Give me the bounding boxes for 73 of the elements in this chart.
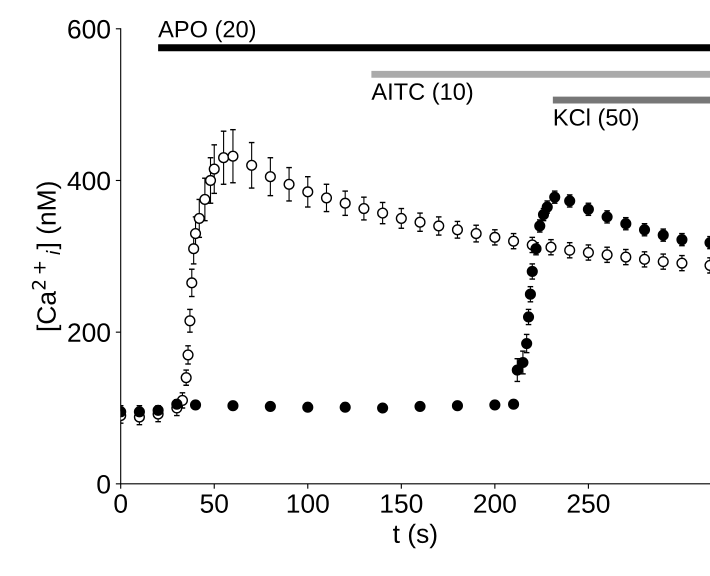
point <box>512 364 523 376</box>
point <box>564 195 576 207</box>
point <box>180 372 192 384</box>
point <box>522 311 534 323</box>
point <box>302 186 314 198</box>
point <box>264 400 276 412</box>
point <box>676 258 688 269</box>
point <box>184 315 196 326</box>
x-tick-label: 250 <box>568 494 610 513</box>
point <box>152 404 164 416</box>
x-axis-title: t (s) <box>393 524 436 548</box>
point <box>414 216 426 228</box>
point <box>508 236 520 247</box>
point <box>199 194 210 205</box>
point <box>340 402 351 413</box>
point <box>545 242 557 253</box>
point <box>227 400 239 412</box>
point <box>340 198 351 209</box>
point <box>602 211 613 222</box>
point <box>190 228 202 240</box>
point <box>186 277 198 288</box>
point <box>358 202 370 214</box>
point <box>638 224 650 236</box>
point <box>602 249 613 260</box>
point <box>452 400 463 412</box>
point <box>433 220 444 232</box>
point <box>204 174 216 186</box>
point <box>489 399 500 411</box>
point <box>284 178 295 190</box>
y-tick-label: 200 <box>68 323 110 342</box>
point <box>171 398 182 410</box>
x-tick-label: 50 <box>200 494 228 513</box>
y-tick-label: 600 <box>68 20 110 39</box>
point <box>246 160 258 171</box>
point <box>194 212 205 224</box>
point <box>134 406 145 418</box>
point <box>530 243 542 254</box>
point <box>620 252 632 263</box>
annotation: APO (20) <box>158 20 256 42</box>
annotation: KCl (50) <box>554 108 638 130</box>
point <box>302 402 314 413</box>
point <box>517 356 528 368</box>
point <box>377 208 388 219</box>
point <box>414 400 426 412</box>
point <box>377 402 388 414</box>
point <box>658 256 669 268</box>
point <box>521 338 532 350</box>
point <box>190 399 202 411</box>
point <box>396 212 407 224</box>
x-tick-label: 200 <box>474 494 516 513</box>
x-tick-label: 100 <box>288 494 329 513</box>
y-tick-label: 0 <box>97 474 110 494</box>
point <box>188 243 200 254</box>
point <box>452 224 463 236</box>
y-axis-title: [Ca$^{2+}$$_{i}$] (nM) <box>32 182 62 330</box>
point <box>264 171 276 182</box>
annotation: AITC (10) <box>371 82 472 105</box>
point <box>320 192 332 204</box>
point <box>218 152 230 164</box>
point <box>638 254 650 265</box>
point <box>470 228 482 240</box>
x-tick-label: 150 <box>381 494 422 513</box>
point <box>508 398 520 410</box>
point <box>526 266 538 278</box>
point <box>582 246 594 258</box>
point <box>182 349 194 360</box>
point <box>524 288 536 300</box>
point <box>208 164 220 175</box>
x-tick-label: 0 <box>114 494 128 513</box>
point <box>227 150 239 162</box>
point <box>489 232 500 243</box>
point <box>564 244 576 256</box>
y-tick-label: 400 <box>68 172 110 190</box>
